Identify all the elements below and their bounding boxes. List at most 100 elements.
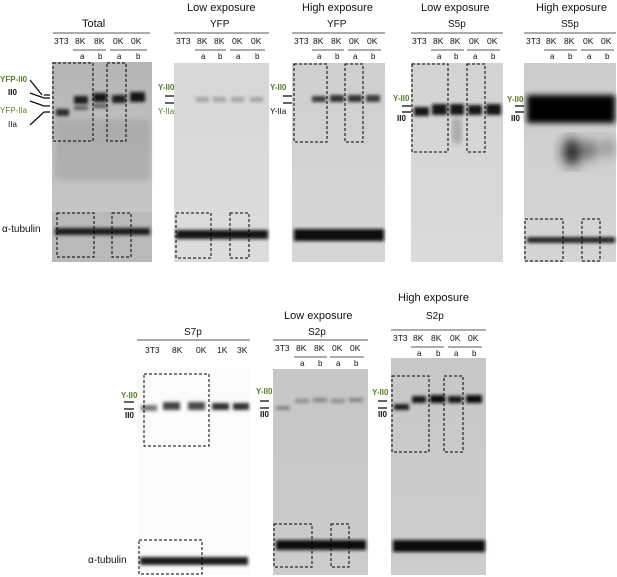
lane-label: 8K — [431, 333, 442, 343]
clone-label: b — [98, 52, 103, 61]
clone-label: a — [437, 52, 442, 61]
clone-label: a — [587, 52, 592, 61]
blot-s5p-low — [411, 63, 503, 262]
blot-s2p-low — [273, 369, 368, 575]
lane-label: 8K — [564, 36, 575, 46]
lane-label: 0K — [469, 36, 480, 46]
lane-label: 0K — [468, 333, 479, 343]
lane-label: 8K — [172, 345, 183, 355]
clone-label: b — [568, 52, 573, 61]
exposure-header: Low exposure — [187, 2, 256, 14]
clone-label: a — [353, 52, 358, 61]
clone-label: a — [300, 359, 305, 368]
band-label: YFP-IIa — [0, 106, 28, 115]
clone-label: a — [454, 349, 459, 358]
band-label: II0 — [8, 88, 17, 97]
clone-label: b — [371, 52, 376, 61]
lane-label: 0K — [131, 36, 142, 46]
blot-s5p-high — [524, 63, 616, 262]
lane-label: 8K — [75, 36, 86, 46]
clone-label: a — [117, 52, 122, 61]
clone-label: b — [491, 52, 496, 61]
lane-label: 3T3 — [145, 345, 160, 355]
lane-label: 0K — [232, 36, 243, 46]
lane-label: 0K — [113, 36, 124, 46]
lane-label: 0K — [367, 36, 378, 46]
panel-header: S5p — [448, 19, 466, 30]
exposure-header: High exposure — [536, 2, 607, 14]
exposure-header: High exposure — [302, 2, 373, 14]
clone-label: a — [550, 52, 555, 61]
lane-label: 8K — [214, 36, 225, 46]
clone-label: b — [335, 52, 340, 61]
lane-label: 8K — [313, 36, 324, 46]
band-label: YFP-II0 — [0, 75, 28, 84]
band-label: IIa — [8, 120, 17, 129]
clone-label: b — [605, 52, 610, 61]
blot-total — [52, 62, 152, 262]
band-label: Y-II0 — [393, 94, 410, 103]
band-label: Y-II0 — [121, 391, 138, 400]
clone-label: b — [454, 52, 459, 61]
lane-label: 1K — [217, 345, 228, 355]
lane-label: 8K — [296, 343, 307, 353]
lane-label: 8K — [450, 36, 461, 46]
blot-yfp-low — [174, 63, 269, 262]
exposure-header: High exposure — [398, 292, 469, 304]
lane-label: 8K — [314, 343, 325, 353]
blot-s2p-high — [391, 358, 486, 575]
band-label: II0 — [511, 114, 520, 123]
lane-label: 3T3 — [393, 333, 408, 343]
clone-label: b — [255, 52, 260, 61]
clone-label: a — [236, 52, 241, 61]
band-label: II0 — [125, 411, 134, 420]
lane-label: 0K — [350, 343, 361, 353]
lane-label: 8K — [197, 36, 208, 46]
lane-label: 3T3 — [412, 36, 427, 46]
clone-label: b — [218, 52, 223, 61]
lane-label: 8K — [413, 333, 424, 343]
lane-label: 0K — [450, 333, 461, 343]
band-label: Y-IIa — [270, 107, 287, 116]
clone-label: b — [354, 359, 359, 368]
lane-label: 0K — [601, 36, 612, 46]
band-label: Y-II0 — [270, 83, 287, 92]
lane-label: 8K — [433, 36, 444, 46]
panel-header: YFP — [210, 19, 230, 30]
exposure-header: Low exposure — [421, 2, 490, 14]
tubulin-label: α-tubulin — [88, 555, 127, 566]
clone-label: a — [473, 52, 478, 61]
panel-header: S5p — [561, 19, 579, 30]
lane-label: 0K — [583, 36, 594, 46]
lane-label: 3K — [237, 345, 248, 355]
lane-label: 3T3 — [275, 343, 290, 353]
lane-label: 0K — [487, 36, 498, 46]
clone-label: b — [436, 349, 441, 358]
clone-label: b — [472, 349, 477, 358]
lane-label: 8K — [331, 36, 342, 46]
lane-label: 8K — [546, 36, 557, 46]
blot-yfp-high — [292, 63, 385, 262]
lane-label: 3T3 — [54, 36, 69, 46]
lane-label: 3T3 — [176, 36, 191, 46]
panel-header: S2p — [426, 311, 444, 322]
header-rules — [53, 32, 616, 358]
band-label: Y-II0 — [256, 387, 273, 396]
band-label: Y-II0 — [372, 388, 389, 397]
lane-label: 0K — [349, 36, 360, 46]
band-label: Y-II0 — [158, 83, 175, 92]
clone-label: b — [136, 52, 141, 61]
clone-label: a — [80, 52, 85, 61]
lane-label: 3T3 — [526, 36, 541, 46]
clone-label: b — [318, 359, 323, 368]
clone-label: a — [336, 359, 341, 368]
panel-header: Total — [82, 18, 106, 30]
blot-s7p — [137, 368, 250, 575]
lane-label: 0K — [332, 343, 343, 353]
band-label: Y-II0 — [507, 95, 524, 104]
exposure-header: Low exposure — [284, 310, 353, 322]
panel-header: YFP — [327, 19, 347, 30]
panel-header: S2p — [308, 327, 326, 338]
lane-label: 0K — [251, 36, 262, 46]
